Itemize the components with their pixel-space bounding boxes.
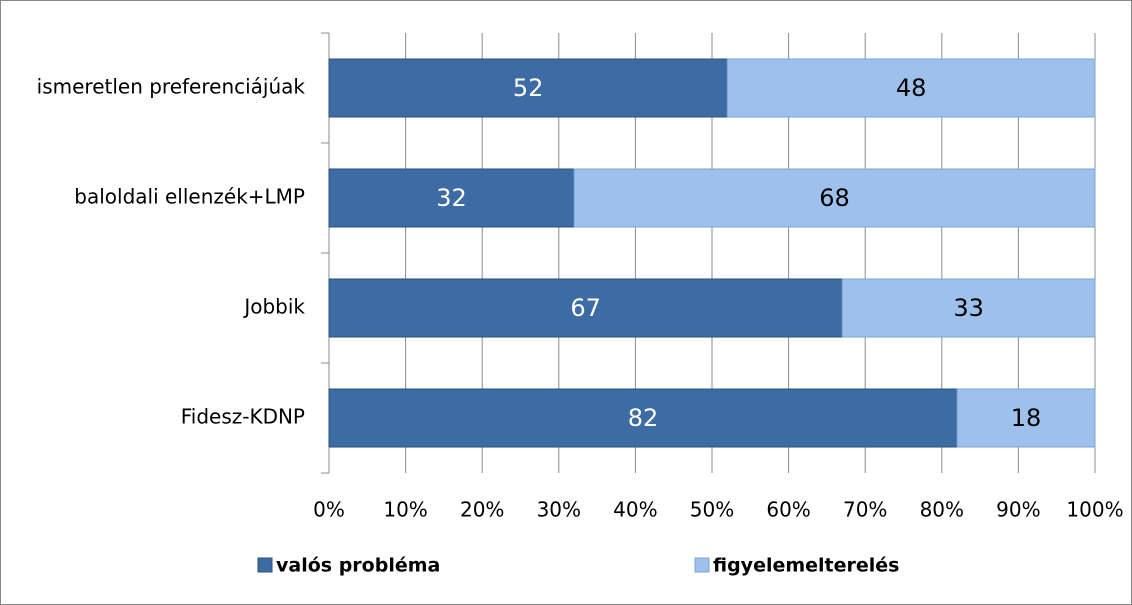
bar-segment [328,58,728,118]
data-label: 67 [570,294,601,322]
bar-segment [328,388,958,448]
x-tick-label: 30% [537,498,581,522]
legend-label: valós probléma [276,555,440,577]
bar-segment [726,58,1096,118]
x-tick-label: 20% [460,498,504,522]
bar-segment [956,388,1096,448]
data-label: 48 [896,74,927,102]
x-tick-label: 100% [1066,498,1123,522]
data-label: 68 [819,184,850,212]
y-tick-label: ismeretlen preferenciájúak [37,75,306,99]
data-label: 32 [436,184,467,212]
legend-swatch [694,557,710,573]
x-tick-label: 50% [690,498,734,522]
x-tick-label: 10% [383,498,427,522]
data-label: 52 [513,74,544,102]
data-label: 33 [953,294,984,322]
legend-swatch [257,557,273,573]
y-tick-label: baloldali ellenzék+LMP [74,185,305,209]
y-tick-label: Jobbik [242,295,305,319]
x-tick-label: 80% [920,498,964,522]
x-tick-label: 0% [313,498,345,522]
bar-segment [328,278,843,338]
x-tick-label: 90% [996,498,1040,522]
data-label: 82 [628,404,659,432]
data-label: 18 [1011,404,1042,432]
x-tick-label: 40% [613,498,657,522]
x-tick-label: 60% [766,498,810,522]
bar-segment [841,278,1096,338]
x-tick-label: 70% [843,498,887,522]
y-tick-label: Fidesz-KDNP [181,405,305,429]
bar-segment [573,168,1096,228]
legend-label: figyelemelterelés [713,555,899,577]
